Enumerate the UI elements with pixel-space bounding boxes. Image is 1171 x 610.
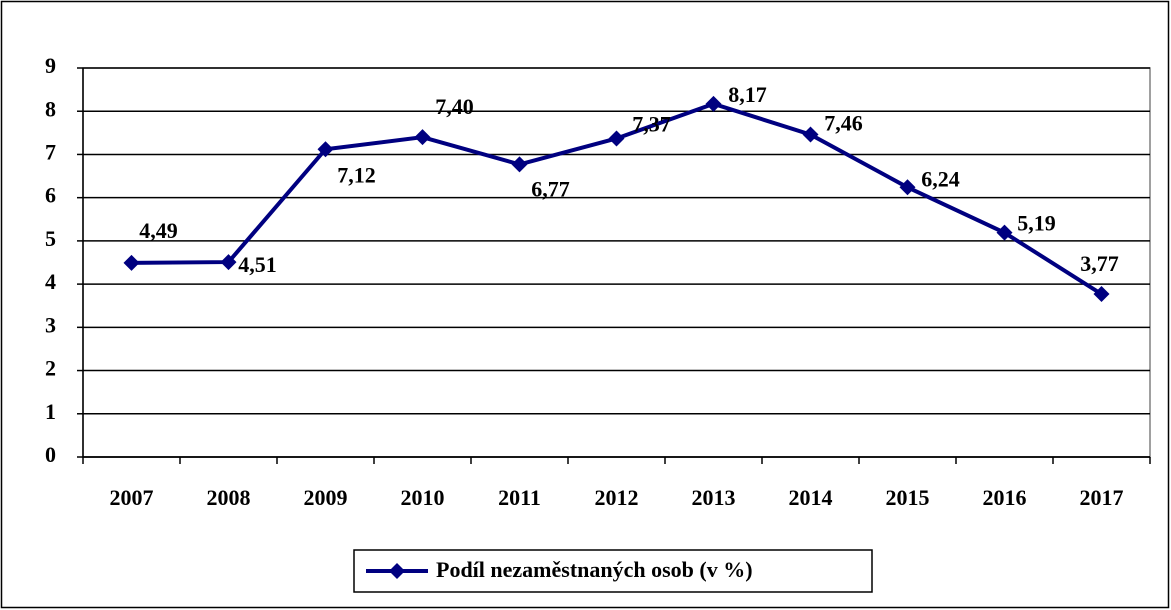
y-tick-label: 0 xyxy=(45,442,56,467)
x-tick-label: 2009 xyxy=(304,485,348,510)
legend: Podíl nezaměstnaných osob (v %) xyxy=(353,549,873,593)
marker xyxy=(123,254,140,271)
marker xyxy=(996,224,1013,241)
data-label: 7,37 xyxy=(632,111,671,136)
x-tick-label: 2015 xyxy=(886,485,930,510)
y-tick-label: 9 xyxy=(45,53,56,78)
data-label: 4,51 xyxy=(238,252,277,277)
data-label: 4,49 xyxy=(139,218,178,243)
y-tick-label: 5 xyxy=(45,226,56,251)
legend-label: Podíl nezaměstnaných osob (v %) xyxy=(436,557,753,582)
y-tick-label: 7 xyxy=(45,139,56,164)
x-tick-label: 2007 xyxy=(110,485,154,510)
data-label: 8,17 xyxy=(728,82,767,107)
marker xyxy=(608,130,625,147)
x-tick-label: 2016 xyxy=(983,485,1027,510)
marker xyxy=(705,95,722,112)
marker xyxy=(511,156,528,173)
y-tick-label: 4 xyxy=(45,269,56,294)
data-label: 7,12 xyxy=(337,162,376,187)
data-label: 5,19 xyxy=(1017,211,1056,236)
x-tick-label: 2010 xyxy=(401,485,445,510)
marker xyxy=(802,126,819,143)
marker xyxy=(1093,286,1110,303)
x-tick-label: 2008 xyxy=(207,485,251,510)
data-label: 3,77 xyxy=(1080,251,1119,276)
marker xyxy=(317,141,334,158)
x-tick-label: 2014 xyxy=(789,485,833,510)
marker xyxy=(414,129,431,146)
y-tick-label: 3 xyxy=(45,312,56,337)
y-tick-label: 2 xyxy=(45,356,56,381)
y-tick-label: 6 xyxy=(45,183,56,208)
data-label: 6,24 xyxy=(921,166,960,191)
data-label: 7,40 xyxy=(435,94,474,119)
legend-marker xyxy=(389,563,405,579)
marker xyxy=(899,179,916,196)
x-tick-label: 2017 xyxy=(1080,485,1124,510)
marker xyxy=(220,254,237,271)
data-label: 7,46 xyxy=(824,111,863,136)
y-tick-label: 8 xyxy=(45,96,56,121)
x-tick-label: 2013 xyxy=(692,485,736,510)
data-label: 6,77 xyxy=(531,176,570,201)
legend-box xyxy=(353,549,873,593)
x-tick-label: 2011 xyxy=(498,485,541,510)
y-tick-label: 1 xyxy=(45,399,56,424)
x-tick-label: 2012 xyxy=(595,485,639,510)
